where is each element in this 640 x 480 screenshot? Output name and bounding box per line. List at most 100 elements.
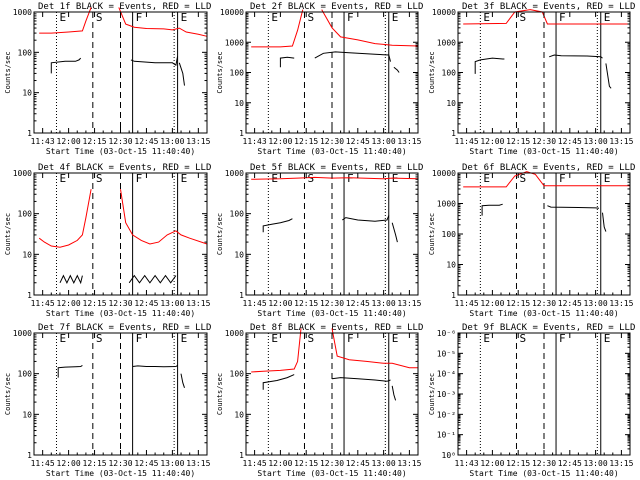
data-series-events [549,54,603,59]
x-axis-label: Start Time (03-Oct-15 11:40:40) [46,469,195,478]
x-tick-label: 11:43 [31,137,55,146]
x-tick-label: 12:30 [320,459,344,468]
marker-label: S [519,172,526,185]
chart-title: Det 8f BLACK = Events, RED = LLD [250,323,423,333]
x-tick-label: 12:45 [346,459,370,468]
x-tick-label: 11:45 [31,459,55,468]
y-tick-label: 1000 [13,169,32,178]
x-tick-label: 13:00 [372,299,396,308]
chart-panel-3: Det 3f BLACK = Events, RED = LLD Counts/s… [428,2,635,156]
x-tick-label: 13:15 [609,299,633,308]
x-tick-label: 12:45 [346,137,370,146]
x-axis-label: Start Time (03-Oct-15 11:40:40) [469,469,618,478]
y-tick-label: 100 [442,230,457,239]
x-tick-label: 12:45 [346,299,370,308]
x-tick-label: 13:00 [160,299,184,308]
y-tick-label: 100 [230,210,245,219]
marker-label: E [392,332,399,345]
marker-label: S [96,332,103,345]
data-series-events [547,205,600,209]
y-tick-label: 1000 [437,200,456,209]
y-axis-label: Counts/sec [216,373,224,415]
marker-label: E [483,172,490,185]
marker-label: E [271,332,278,345]
chart-panel-2: Det 2f BLACK = Events, RED = LLD Counts/s… [216,2,423,156]
x-tick-label: 12:45 [134,459,158,468]
y-tick-label: 10000 [432,8,456,17]
chart-title: Det 5f BLACK = Events, RED = LLD [250,163,423,173]
y-tick-label: 10⁻³ [437,390,456,399]
x-tick-label: 12:00 [480,137,504,146]
marker-label: F [559,172,566,185]
data-series-lld [331,328,418,369]
y-tick-label: 1 [451,291,456,300]
x-tick-label: 12:30 [108,459,132,468]
x-tick-label: 12:15 [83,299,107,308]
marker-label: F [136,11,143,24]
x-tick-label: 13:15 [397,137,421,146]
marker-label: F [347,172,354,185]
x-tick-label: 13:15 [186,137,210,146]
y-tick-label: 1 [27,291,32,300]
marker-label: F [559,332,566,345]
x-axis-label: Start Time (03-Oct-15 11:40:40) [46,309,195,318]
x-tick-label: 12:45 [134,299,158,308]
data-series-lld [118,7,208,37]
y-tick-label: 1000 [225,169,244,178]
x-tick-label: 11:45 [243,299,267,308]
y-tick-label: 1000 [13,329,32,338]
x-tick-label: 13:15 [609,137,633,146]
x-tick-label: 11:45 [243,459,267,468]
marker-label: E [483,11,490,24]
y-axis-label: Counts/sec [216,51,224,93]
y-tick-label: 1 [239,451,244,460]
x-axis-label: Start Time (03-Oct-15 11:40:40) [257,147,406,156]
y-tick-label: 1000 [225,38,244,47]
data-series-events [391,385,397,401]
y-tick-label: 1 [239,129,244,138]
x-tick-label: 12:30 [532,299,556,308]
x-tick-label: 11:43 [455,459,479,468]
x-tick-label: 13:15 [609,459,633,468]
chart-panel-9: Det 9f BLACK = Events, RED = LLD Counts/s… [428,323,635,478]
y-tick-label: 10⁰ [442,451,456,460]
marker-label: S [307,11,314,24]
x-tick-label: 12:00 [57,137,81,146]
marker-label: S [519,332,526,345]
y-tick-label: 10 [446,261,456,270]
x-tick-label: 12:15 [506,299,530,308]
chart-title: Det 9f BLACK = Events, RED = LLD [462,323,635,333]
x-tick-label: 13:00 [160,459,184,468]
marker-label: E [181,11,188,24]
data-series-events [474,57,505,74]
y-tick-label: 10 [234,410,244,419]
x-tick-label: 13:15 [186,299,210,308]
y-tick-label: 1000 [437,38,456,47]
data-series-events [178,62,185,86]
y-tick-label: 1 [27,451,32,460]
y-tick-label: 100 [442,69,457,78]
y-tick-label: 10⁻⁵ [437,349,456,358]
x-tick-label: 12:00 [480,299,504,308]
chart-title: Det 6f BLACK = Events, RED = LLD [462,163,635,173]
data-series-events [602,212,607,232]
data-series-events [481,203,503,216]
marker-label: F [559,11,566,24]
data-series-lld [321,9,419,47]
y-tick-label: 10⁻⁴ [437,370,456,379]
x-tick-label: 11:45 [31,299,55,308]
data-series-events [130,56,179,67]
y-tick-label: 10⁻⁶ [437,329,456,338]
marker-label: E [59,172,66,185]
marker-label: E [392,11,399,24]
x-axis-label: Start Time (03-Oct-15 11:40:40) [257,309,406,318]
data-series-lld [38,189,92,248]
chart-panel-1: Det 1f BLACK = Events, RED = LLD Counts/s… [4,2,211,156]
y-tick-label: 10 [234,250,244,259]
data-series-events [314,51,391,62]
x-tick-label: 12:30 [532,459,556,468]
x-tick-label: 12:00 [57,459,81,468]
data-series-events [132,364,178,368]
data-series-events [605,63,612,89]
